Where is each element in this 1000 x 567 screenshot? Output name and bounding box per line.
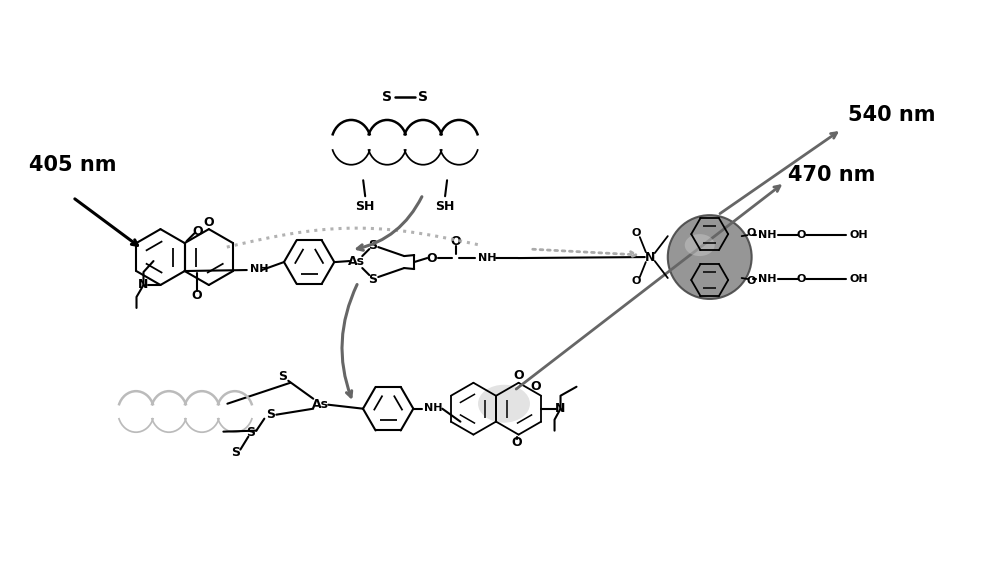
Text: O: O bbox=[530, 380, 541, 393]
Text: O: O bbox=[747, 276, 756, 286]
Text: S: S bbox=[231, 446, 240, 459]
Text: O: O bbox=[191, 290, 202, 302]
Text: SH: SH bbox=[435, 200, 455, 213]
Text: O: O bbox=[204, 215, 214, 229]
Text: NH: NH bbox=[758, 230, 776, 240]
Text: SH: SH bbox=[356, 200, 375, 213]
Text: OH: OH bbox=[850, 230, 868, 240]
Text: N: N bbox=[555, 402, 566, 415]
Text: NH: NH bbox=[250, 264, 268, 274]
Text: O: O bbox=[797, 230, 806, 240]
Text: As: As bbox=[312, 398, 329, 411]
Text: 540 nm: 540 nm bbox=[848, 105, 935, 125]
Text: O: O bbox=[511, 436, 522, 449]
Text: O: O bbox=[631, 228, 640, 238]
Text: NH: NH bbox=[758, 274, 776, 284]
Text: S: S bbox=[246, 426, 255, 439]
Text: O: O bbox=[192, 225, 203, 238]
Text: O: O bbox=[427, 252, 437, 265]
Text: S: S bbox=[368, 273, 377, 286]
Text: S: S bbox=[278, 370, 287, 383]
Text: S: S bbox=[368, 239, 377, 252]
Text: S: S bbox=[382, 91, 392, 104]
Text: 470 nm: 470 nm bbox=[788, 165, 875, 185]
Text: NH: NH bbox=[424, 403, 443, 413]
Text: O: O bbox=[513, 369, 524, 382]
Text: O: O bbox=[797, 274, 806, 284]
Text: N: N bbox=[645, 251, 655, 264]
Ellipse shape bbox=[668, 215, 752, 299]
Text: S: S bbox=[266, 408, 275, 421]
Text: N: N bbox=[138, 278, 149, 291]
Text: O: O bbox=[451, 235, 461, 248]
Ellipse shape bbox=[685, 234, 715, 256]
Text: S: S bbox=[418, 91, 428, 104]
Text: OH: OH bbox=[850, 274, 868, 284]
Ellipse shape bbox=[478, 385, 530, 422]
Text: O: O bbox=[631, 276, 640, 286]
Text: 405 nm: 405 nm bbox=[29, 155, 116, 175]
Text: NH: NH bbox=[478, 253, 497, 263]
Text: As: As bbox=[348, 255, 365, 268]
Text: O: O bbox=[747, 228, 756, 238]
